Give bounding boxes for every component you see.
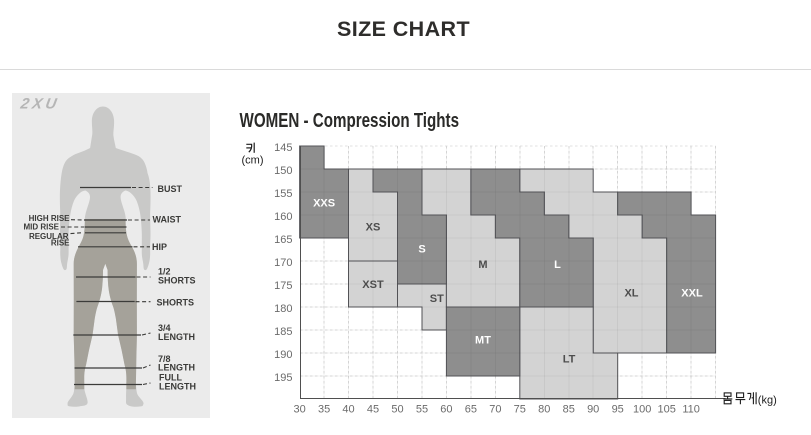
svg-text:150: 150 (274, 165, 292, 177)
svg-text:40: 40 (342, 404, 354, 416)
svg-text:100: 100 (633, 404, 651, 416)
svg-text:MID RISE: MID RISE (23, 223, 59, 232)
svg-text:WAIST: WAIST (153, 215, 182, 225)
svg-text:XXS: XXS (313, 198, 335, 210)
svg-text:110: 110 (682, 404, 700, 416)
svg-text:SHORTS: SHORTS (158, 276, 196, 286)
svg-text:BUST: BUST (158, 184, 183, 194)
svg-text:2XU: 2XU (18, 96, 61, 113)
svg-text:LENGTH: LENGTH (158, 363, 195, 373)
svg-text:55: 55 (416, 404, 428, 416)
svg-text:HIP: HIP (152, 242, 167, 252)
svg-text:90: 90 (587, 404, 599, 416)
svg-text:190: 190 (274, 349, 292, 361)
svg-text:XS: XS (366, 222, 381, 234)
svg-text:170: 170 (274, 257, 292, 269)
svg-text:35: 35 (318, 404, 330, 416)
svg-text:145: 145 (274, 142, 292, 154)
svg-text:105: 105 (658, 404, 676, 416)
svg-text:60: 60 (440, 404, 452, 416)
svg-text:165: 165 (274, 234, 292, 246)
svg-text:1/2: 1/2 (158, 267, 171, 277)
svg-text:175: 175 (274, 280, 292, 292)
svg-text:80: 80 (538, 404, 550, 416)
svg-text:LT: LT (563, 353, 576, 365)
svg-text:S: S (418, 244, 425, 256)
svg-text:50: 50 (391, 404, 403, 416)
svg-text:85: 85 (563, 404, 575, 416)
svg-text:REGULAR: REGULAR (29, 232, 69, 241)
svg-text:MT: MT (475, 335, 491, 347)
svg-text:95: 95 (612, 404, 624, 416)
svg-text:HIGH RISE: HIGH RISE (29, 214, 71, 223)
svg-text:SHORTS: SHORTS (157, 298, 195, 308)
svg-text:195: 195 (274, 372, 292, 384)
svg-text:65: 65 (465, 404, 477, 416)
svg-text:WOMEN - Compression Tights: WOMEN - Compression Tights (240, 109, 459, 132)
svg-text:(kg): (kg) (758, 395, 777, 407)
svg-text:LENGTH: LENGTH (158, 332, 195, 342)
svg-text:180: 180 (274, 303, 292, 315)
svg-text:XXL: XXL (681, 288, 703, 300)
svg-text:ST: ST (430, 293, 444, 305)
svg-text:160: 160 (274, 211, 292, 223)
svg-text:45: 45 (367, 404, 379, 416)
svg-text:LENGTH: LENGTH (159, 382, 196, 392)
svg-text:3/4: 3/4 (158, 323, 171, 333)
svg-text:FULL: FULL (159, 373, 182, 383)
svg-text:75: 75 (514, 404, 526, 416)
svg-text:185: 185 (274, 326, 292, 338)
svg-text:M: M (478, 259, 487, 271)
svg-text:L: L (554, 259, 561, 271)
svg-text:RISE: RISE (51, 238, 70, 247)
svg-text:30: 30 (293, 404, 305, 416)
svg-text:XL: XL (624, 288, 638, 300)
svg-text:XST: XST (362, 279, 384, 291)
svg-text:7/8: 7/8 (158, 354, 171, 364)
svg-text:SIZE CHART: SIZE CHART (337, 17, 470, 41)
svg-text:70: 70 (489, 404, 501, 416)
svg-text:(cm): (cm) (242, 155, 264, 167)
svg-text:155: 155 (274, 188, 292, 200)
